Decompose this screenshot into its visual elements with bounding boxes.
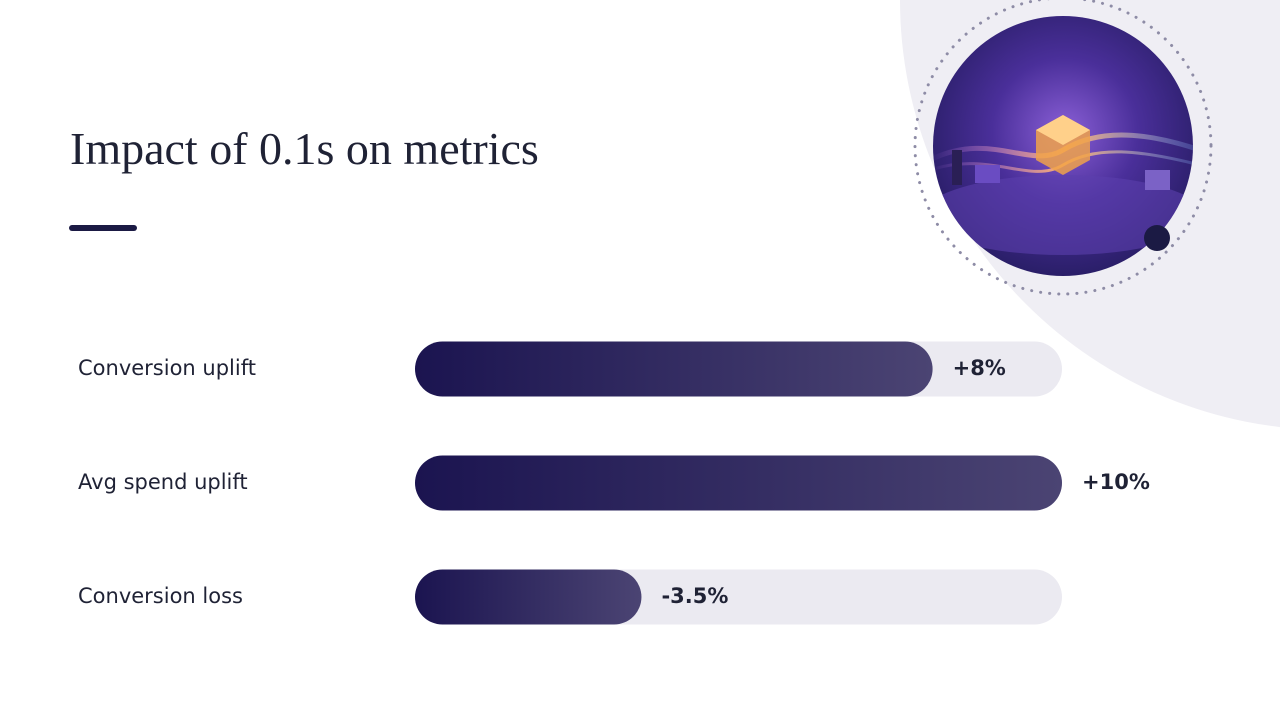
bar	[415, 569, 642, 625]
bar	[415, 455, 1062, 511]
category-label: Conversion uplift	[78, 356, 256, 380]
category-label: Conversion loss	[78, 584, 243, 608]
value-label: +8%	[953, 356, 1006, 380]
category-label: Avg spend uplift	[78, 470, 248, 494]
value-label: +10%	[1082, 470, 1150, 494]
chart-title: Impact of 0.1s on metrics	[70, 123, 539, 174]
accent-dot	[1144, 225, 1170, 251]
value-label: -3.5%	[661, 584, 728, 608]
dotted-ring	[913, 0, 1213, 296]
bar	[415, 341, 933, 397]
title-underline	[69, 225, 137, 231]
hero-image	[933, 16, 1193, 276]
